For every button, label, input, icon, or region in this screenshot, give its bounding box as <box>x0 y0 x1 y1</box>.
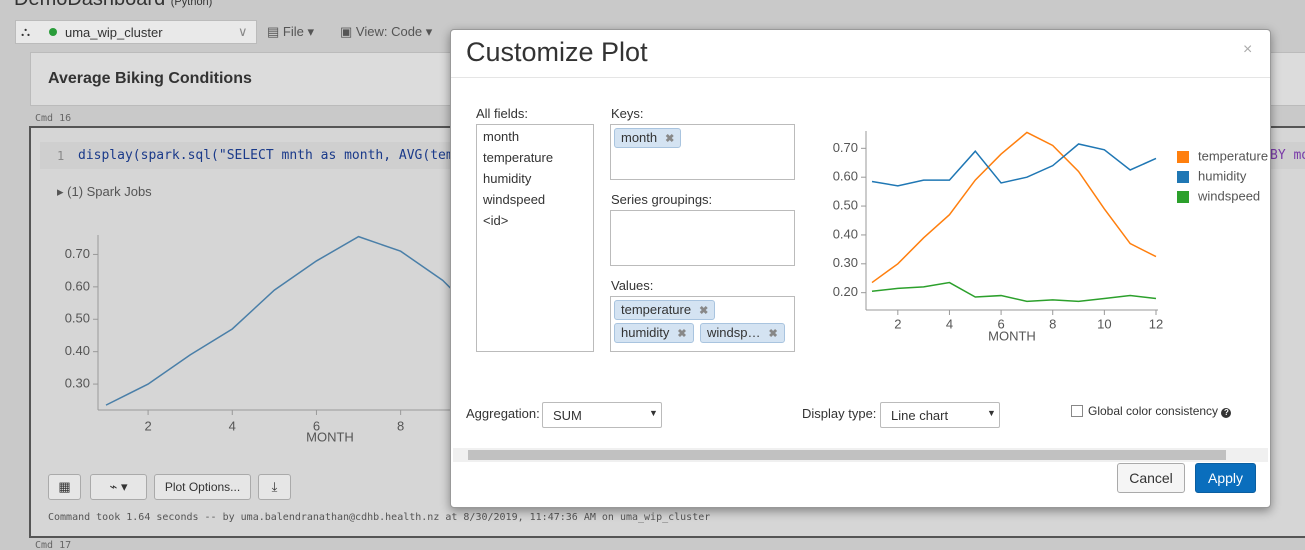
label: Values: <box>611 278 654 293</box>
x-axis-label: MONTH <box>988 328 1036 343</box>
x-tick-label: 12 <box>1149 316 1163 331</box>
x-tick-label: 6 <box>997 316 1004 331</box>
x-tick-label: 6 <box>313 418 320 433</box>
divider <box>451 77 1270 78</box>
table-button[interactable]: ▦ <box>48 474 81 500</box>
chip-label: humidity <box>621 325 670 340</box>
field-item[interactable]: temperature <box>483 150 554 165</box>
plot-options-button[interactable]: Plot Options... <box>154 474 251 500</box>
jobs-label: (1) Spark Jobs <box>67 184 152 199</box>
select-value: Line chart <box>891 408 949 423</box>
scrollbar[interactable] <box>453 448 1268 462</box>
y-tick-label: 0.70 <box>65 246 90 261</box>
chart-type-button[interactable]: ⌁ ▾ <box>90 474 147 500</box>
menu-item: View: Code <box>355 24 423 39</box>
x-axis-label: MONTH <box>306 429 354 444</box>
label: Aggregation: <box>466 406 540 421</box>
language: (Python) <box>170 0 213 8</box>
legend-label: temperature <box>1198 148 1268 163</box>
code-text: BY mo <box>1270 148 1305 163</box>
chip[interactable]: temperature ✖ <box>614 300 716 320</box>
x-tick-label: 8 <box>397 418 404 433</box>
checkbox-label: Global color consistency <box>1088 404 1219 418</box>
field-item[interactable]: <id> <box>483 213 509 228</box>
label: All fields: <box>476 106 529 121</box>
y-tick-label: 0.60 <box>65 278 90 293</box>
field-item[interactable]: humidity <box>483 171 532 186</box>
y-tick-label: 0.30 <box>65 376 90 391</box>
checkbox[interactable] <box>1071 405 1083 417</box>
keys-box[interactable]: month ✖ <box>610 124 795 180</box>
apply-button[interactable]: Apply <box>1195 463 1256 493</box>
legend-label: humidity <box>1198 168 1247 183</box>
close-button[interactable]: × <box>1243 41 1253 58</box>
spark-jobs[interactable]: ▸ (1) Spark Jobs <box>57 184 152 199</box>
x-tick-label: 8 <box>1049 316 1056 331</box>
menu-item: File <box>282 24 304 39</box>
line-series <box>871 143 1157 187</box>
chip-remove[interactable]: ✖ <box>699 305 709 317</box>
line-series <box>871 131 1157 284</box>
cell-title: Average Biking Conditions <box>48 70 252 87</box>
label: Keys: <box>611 106 644 121</box>
chip[interactable]: windsp… ✖ <box>700 323 785 343</box>
chip[interactable]: humidity ✖ <box>614 323 694 343</box>
y-tick-label: 0.30 <box>833 255 858 270</box>
title: DemoDashboard <box>14 0 165 10</box>
cmd-label: Cmd 17 <box>35 540 72 550</box>
y-tick-label: 0.20 <box>833 284 858 299</box>
global-color-label: Global color consistency ? <box>1088 404 1232 418</box>
chip-remove[interactable]: ✖ <box>768 328 778 340</box>
field-item[interactable]: month <box>483 129 520 144</box>
all-fields-list: month temperature humidity windspeed <id> <box>476 124 594 352</box>
status-dot <box>49 28 57 36</box>
aggregation-select[interactable]: SUM ▼ <box>542 402 662 428</box>
field-item[interactable]: windspeed <box>483 192 546 207</box>
scroll-thumb[interactable] <box>468 450 1226 460</box>
x-tick-label: 10 <box>1097 316 1111 331</box>
select-value: SUM <box>553 408 582 423</box>
dialog-title: Customize Plot <box>466 37 648 67</box>
series-groupings-box[interactable] <box>610 210 795 266</box>
chip-label: month <box>621 130 658 145</box>
cmd-label: Cmd 16 <box>35 113 72 124</box>
y-tick-label: 0.50 <box>65 311 90 326</box>
download-button[interactable]: ⤓ <box>258 474 291 500</box>
y-tick-label: 0.40 <box>833 226 858 241</box>
view-menu[interactable]: ▣ View: Code ▾ <box>340 24 433 39</box>
chip-label: temperature <box>621 302 692 317</box>
chip-label: windsp… <box>707 325 761 340</box>
y-tick-label: 0.40 <box>65 343 90 358</box>
notebook-title: DemoDashboard (Python) <box>14 0 212 11</box>
x-tick-label: 2 <box>144 418 151 433</box>
y-tick-label: 0.50 <box>833 198 858 213</box>
cluster-select[interactable]: ⛬ uma_wip_cluster ∨ <box>15 20 257 44</box>
x-tick-label: 4 <box>229 418 236 433</box>
legend-swatch <box>1177 171 1189 183</box>
file-menu[interactable]: ▤ File ▾ <box>267 24 314 39</box>
chip-remove[interactable]: ✖ <box>677 328 687 340</box>
y-tick-label: 0.70 <box>833 140 858 155</box>
line-number: 1 <box>57 149 65 163</box>
legend-swatch <box>1177 191 1189 203</box>
cancel-button[interactable]: Cancel <box>1117 463 1185 493</box>
display-type-select[interactable]: Line chart ▼ <box>880 402 1000 428</box>
values-box[interactable]: temperature ✖ humidity ✖ windsp… ✖ <box>610 296 795 352</box>
customize-plot-dialog: Customize Plot × All fields: month temper… <box>450 29 1271 508</box>
label: Display type: <box>802 406 877 421</box>
chip-remove[interactable]: ✖ <box>665 133 675 145</box>
y-tick-label: 0.60 <box>833 169 858 184</box>
line-series <box>871 281 1157 303</box>
chip[interactable]: month ✖ <box>614 128 682 148</box>
command-info: Command took 1.64 seconds -- by uma.bale… <box>48 512 711 523</box>
legend-swatch <box>1177 151 1189 163</box>
x-tick-label: 2 <box>894 316 901 331</box>
legend-label: windspeed <box>1197 188 1260 203</box>
preview-chart: 0.70 0.60 0.50 0.40 0.30 0.20 2 4 6 8 10 12 MONTH tem… <box>833 131 1268 343</box>
cluster-name: uma_wip_cluster <box>65 25 163 40</box>
code-text: display(spark.sql("SELECT mnth as month,… <box>78 148 454 163</box>
label: Series groupings: <box>611 192 713 207</box>
x-tick-label: 4 <box>946 316 953 331</box>
